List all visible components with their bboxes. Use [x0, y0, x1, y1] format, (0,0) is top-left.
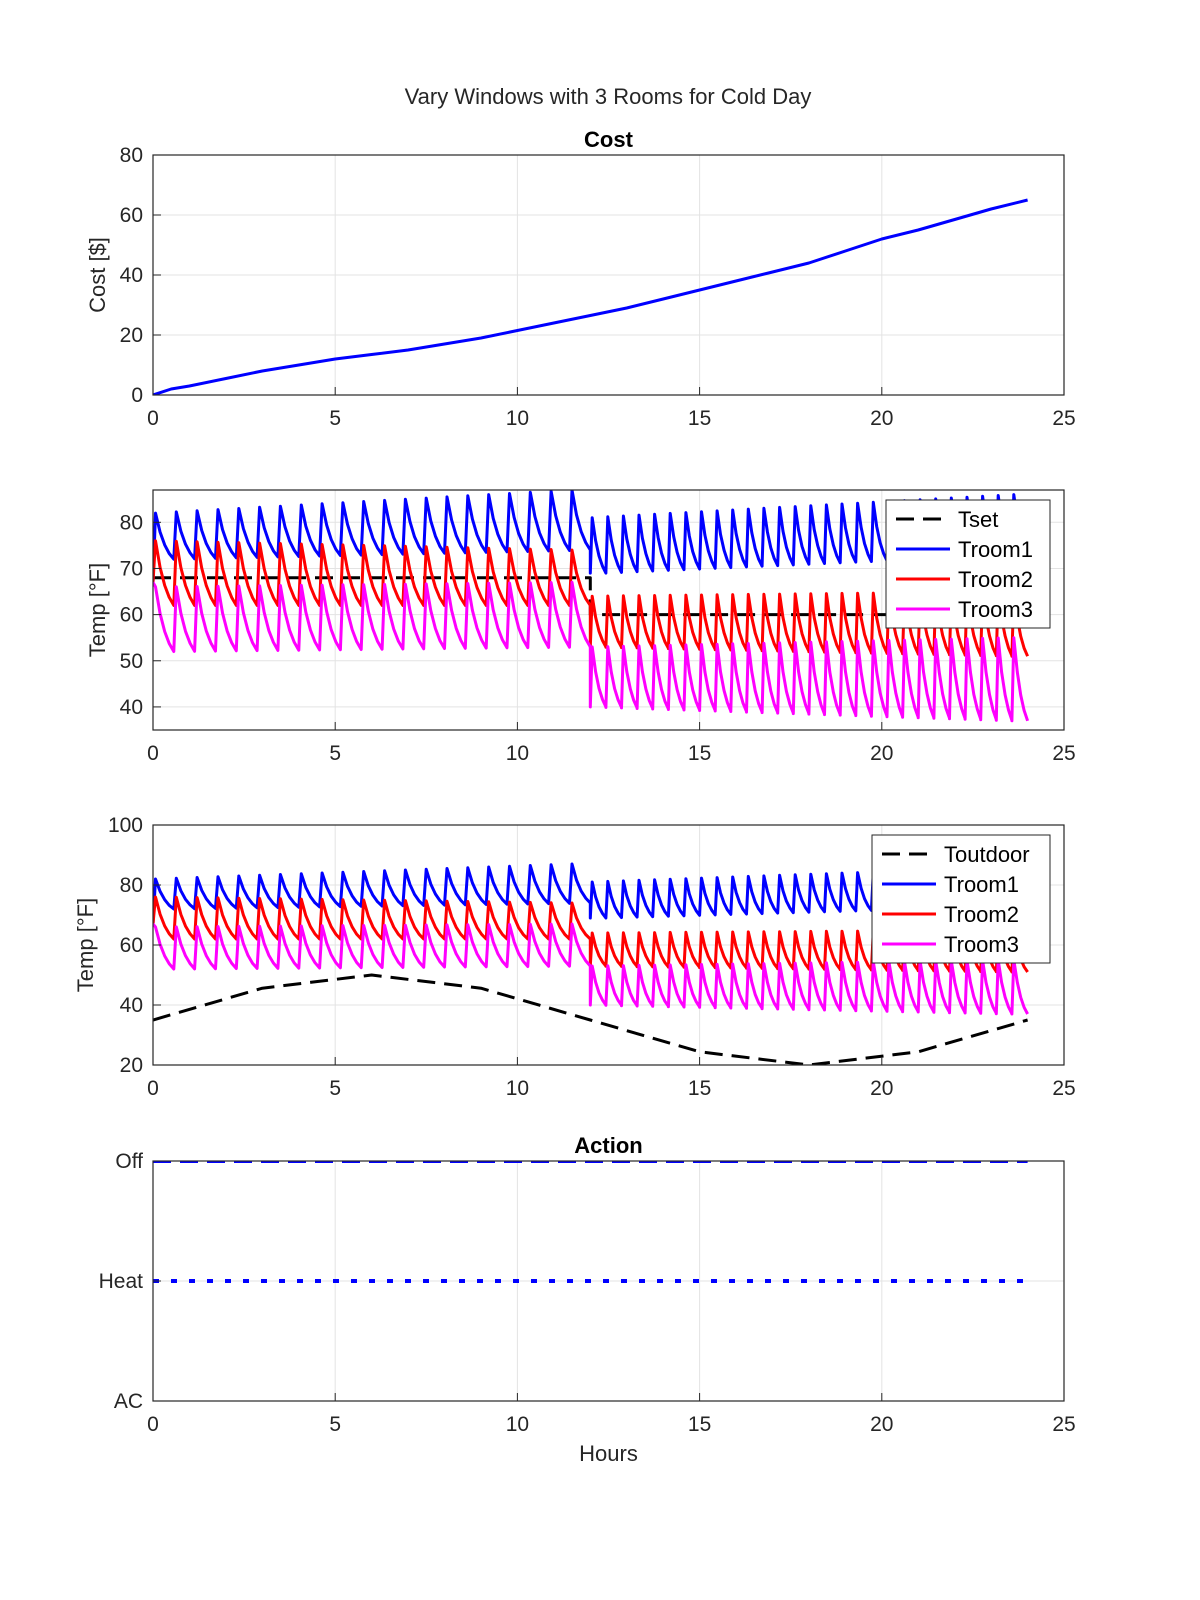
y-tick-label: 20 — [120, 324, 143, 347]
y-tick-label: 0 — [131, 384, 143, 407]
y-tick-label: 80 — [120, 144, 143, 167]
legend-label-troom2: Troom2 — [958, 567, 1033, 592]
y-axis-label: Temp [°F] — [85, 563, 110, 657]
plot-area — [153, 1161, 1028, 1283]
x-tick-label: 10 — [506, 407, 529, 430]
x-tick-label: 15 — [688, 1413, 711, 1436]
x-tick-label: 25 — [1052, 1413, 1075, 1436]
figure-title: Vary Windows with 3 Rooms for Cold Day — [405, 84, 812, 109]
legend-label-troom1: Troom1 — [944, 872, 1019, 897]
x-tick-label: 20 — [870, 407, 893, 430]
y-tick-label: 100 — [108, 814, 143, 837]
axes-box — [152, 489, 1065, 731]
series-line-troom3 — [153, 580, 1030, 723]
x-tick-label: 5 — [329, 407, 341, 430]
legend: Toutdoor Troom1 Troom2 Troom3 — [871, 834, 1051, 964]
x-tick-label: 20 — [870, 1077, 893, 1100]
subplot-title: Cost — [584, 127, 634, 152]
x-tick-label: 5 — [329, 1413, 341, 1436]
series-line-toutdoor — [153, 973, 1029, 1065]
y-tick-label: Off — [115, 1150, 143, 1173]
x-tick-label: 15 — [688, 1077, 711, 1100]
y-tick-label: 60 — [120, 604, 143, 627]
legend-label-troom3: Troom3 — [944, 932, 1019, 957]
y-axis-label: Temp [°F] — [73, 898, 98, 992]
series-line-troom3 — [153, 922, 1029, 1016]
legend-label-troom1: Troom1 — [958, 537, 1033, 562]
x-axis-label: Hours — [579, 1441, 638, 1466]
x-tick-label: 10 — [506, 1077, 529, 1100]
subplot-3: 0 5 10 15 20 25 20 40 60 80 100 Temp [°F] Toutdoor Tr… — [73, 814, 1076, 1100]
x-tick-label: 5 — [329, 1077, 341, 1100]
y-tick-label: 80 — [120, 874, 143, 897]
x-tick-label: 25 — [1052, 407, 1075, 430]
x-tick-label: 0 — [147, 1077, 159, 1100]
legend-label-tset: Tset — [958, 507, 998, 532]
y-tick-label: 40 — [120, 696, 143, 719]
x-tick-label: 0 — [147, 1413, 159, 1436]
y-tick-label: 20 — [120, 1054, 143, 1077]
legend-box — [885, 499, 1051, 629]
x-tick-label: 20 — [870, 742, 893, 765]
y-tick-label: 40 — [120, 994, 143, 1017]
x-tick-label: 20 — [870, 1413, 893, 1436]
series-line-cost — [153, 198, 1028, 395]
x-tick-label: 10 — [506, 1413, 529, 1436]
y-tick-label: 50 — [120, 650, 143, 673]
y-tick-label: AC — [114, 1390, 143, 1413]
x-tick-label: 25 — [1052, 1077, 1075, 1100]
y-axis-label: Cost [$] — [85, 237, 110, 313]
legend-label-troom3: Troom3 — [958, 597, 1033, 622]
y-tick-label: 60 — [120, 204, 143, 227]
legend-label-troom2: Troom2 — [944, 902, 1019, 927]
y-tick-label: 70 — [120, 557, 143, 580]
legend-label-toutdoor: Toutdoor — [944, 842, 1030, 867]
y-tick-label: 40 — [120, 264, 143, 287]
x-tick-label: 15 — [688, 407, 711, 430]
x-tick-label: 0 — [147, 407, 159, 430]
y-tick-label: 60 — [120, 934, 143, 957]
x-tick-label: 5 — [329, 742, 341, 765]
legend: Tset Troom1 Troom2 Troom3 — [885, 499, 1051, 629]
x-tick-label: 0 — [147, 742, 159, 765]
y-tick-label: Heat — [99, 1270, 144, 1293]
x-tick-label: 15 — [688, 742, 711, 765]
subplot-1: 0 5 10 15 20 25 0 20 40 60 80 Cost Cost [$] — [85, 127, 1076, 430]
subplot-4: 0 5 10 15 20 25 AC Heat Off Action Hours — [99, 1133, 1076, 1466]
legend-box — [871, 834, 1051, 964]
x-tick-label: 10 — [506, 742, 529, 765]
x-tick-label: 25 — [1052, 742, 1075, 765]
subplot-title: Action — [574, 1133, 642, 1158]
y-tick-label: 80 — [120, 511, 143, 534]
plot-area — [153, 198, 1028, 395]
